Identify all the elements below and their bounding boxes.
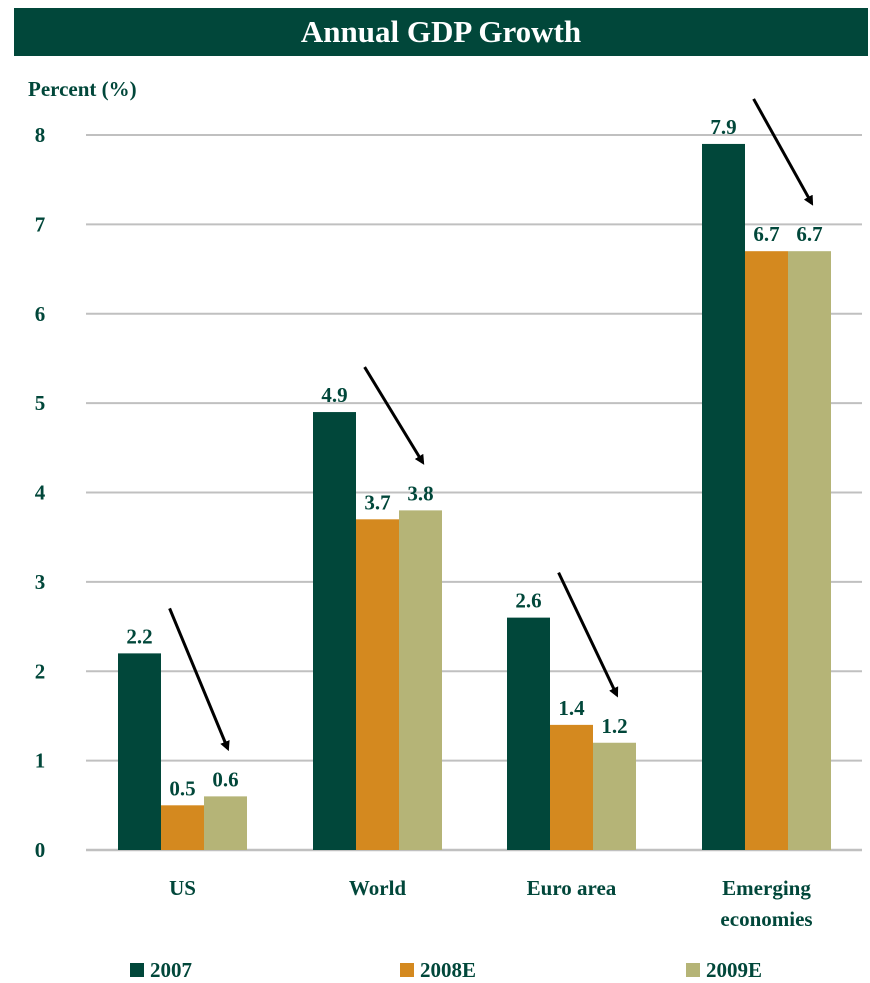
x-tick-label: World [349,876,406,900]
legend-label: 2008E [420,957,477,982]
trend-arrow [557,571,619,698]
data-label: 3.8 [407,481,433,505]
x-tick-label: Emerging economies [720,876,812,931]
legend-label: 2009E [706,957,763,982]
y-tick-label: 0 [35,838,46,862]
trend-arrow [752,98,814,206]
data-label: 0.5 [169,776,195,800]
data-label: 2.6 [515,589,541,613]
legend-label: 2007 [150,957,192,982]
data-label: 0.6 [212,767,238,791]
bar [550,724,593,850]
legend-swatch [400,963,414,977]
y-tick-label: 6 [35,302,46,326]
legend-item-2009e: 2009E [686,957,762,983]
bar [118,653,161,850]
trend-arrow [168,607,230,752]
chart-title: Annual GDP Growth [14,8,868,56]
bar [745,251,788,850]
bar [702,143,745,850]
y-tick-label: 5 [35,391,46,415]
data-label: 3.7 [364,490,390,514]
data-label: 4.9 [321,383,347,407]
bar [507,617,550,850]
bar [399,510,442,850]
data-label: 2.2 [126,624,152,648]
bar [356,519,399,850]
data-labels: 2.2 4.9 2.6 7.9 0.5 3.7 1.4 6.7 0.6 3.8 1.2 6.7 [126,115,822,800]
legend-swatch [130,963,144,977]
legend-item-2007: 2007 [130,957,192,983]
y-tick-label: 2 [35,659,46,683]
x-tick-labels: US World Euro area Emerging economies [169,876,813,931]
data-label: 7.9 [710,115,736,139]
bar [593,742,636,850]
data-label: 6.7 [753,222,779,246]
trend-arrow [363,366,425,465]
legend-swatch [686,963,700,977]
x-tick-label: Euro area [527,876,617,900]
y-tick-label: 4 [35,481,46,505]
y-tick-label: 1 [35,749,46,773]
bar [161,805,204,850]
bars [118,143,831,850]
data-label: 1.4 [558,696,585,720]
y-tick-label: 7 [35,212,46,236]
bar [788,251,831,850]
y-axis-label: Percent (%) [28,77,137,101]
legend-item-2008e: 2008E [400,957,476,983]
trend-arrows [168,98,814,752]
bar [204,796,247,850]
y-tick-labels: 0 1 2 3 4 5 6 7 8 [35,123,46,862]
data-label: 6.7 [796,222,822,246]
x-tick-label: US [169,876,196,900]
y-tick-label: 3 [35,570,46,594]
data-label: 1.2 [601,714,627,738]
y-tick-label: 8 [35,123,46,147]
bar [313,412,356,850]
